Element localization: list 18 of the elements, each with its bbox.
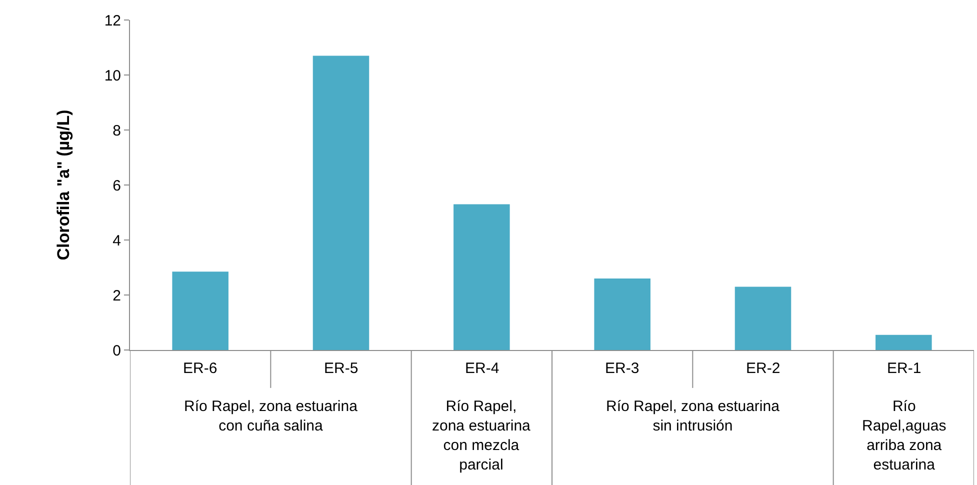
x-tick-label: ER-3 xyxy=(605,360,640,377)
text: Río Rapel, zona estuarina con cuña salina xyxy=(184,398,358,434)
x-tick-label: ER-6 xyxy=(183,360,218,377)
x-tick-label: ER-5 xyxy=(324,360,358,377)
y-tick-label: 12 xyxy=(104,12,121,30)
y-tick-label: 8 xyxy=(112,122,121,140)
y-tick-label: 4 xyxy=(112,232,121,250)
text: Río Rapel, zona estuarina sin intrusión xyxy=(606,398,780,434)
x-tick-label: ER-4 xyxy=(465,360,500,377)
y-axis-title: Clorofila "a" (µg/L) xyxy=(54,110,73,260)
x-tick-label: ER-2 xyxy=(746,360,780,377)
y-tick-label: 2 xyxy=(112,287,121,304)
y-tick-label: 10 xyxy=(104,67,121,84)
y-tick-label: 6 xyxy=(112,177,121,194)
x-tick-label: ER-1 xyxy=(887,360,922,377)
y-tick-label: 0 xyxy=(112,342,121,360)
text: Río Rapel,aguas arriba zona estuarina xyxy=(862,398,946,474)
text: Río Rapel, zona estuarina con mezcla parcial xyxy=(432,398,532,474)
